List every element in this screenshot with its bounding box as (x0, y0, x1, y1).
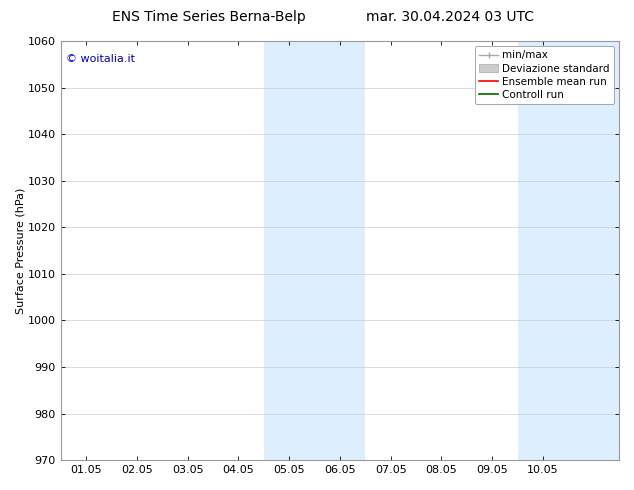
Bar (314, 41, 365, 460)
Text: mar. 30.04.2024 03 UTC: mar. 30.04.2024 03 UTC (366, 10, 534, 24)
Bar (264, 41, 314, 460)
Bar (568, 41, 619, 460)
Y-axis label: Surface Pressure (hPa): Surface Pressure (hPa) (15, 187, 25, 314)
Bar (517, 41, 568, 460)
Text: © woitalia.it: © woitalia.it (67, 53, 135, 64)
Legend: min/max, Deviazione standard, Ensemble mean run, Controll run: min/max, Deviazione standard, Ensemble m… (475, 46, 614, 104)
Text: ENS Time Series Berna-Belp: ENS Time Series Berna-Belp (112, 10, 306, 24)
